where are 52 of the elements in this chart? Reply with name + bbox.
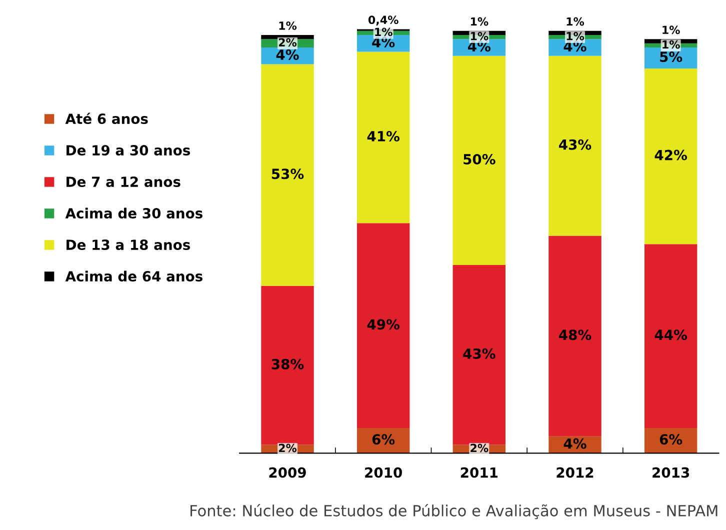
data-label: 4% (564, 438, 586, 449)
data-label: 50% (464, 154, 496, 164)
data-label: 1% (662, 40, 680, 49)
data-label: 6% (660, 434, 682, 445)
bar (548, 236, 602, 436)
data-label: 1% (470, 17, 488, 26)
bar (644, 244, 698, 428)
data-label: 2% (278, 444, 297, 452)
bar (261, 64, 314, 286)
data-label: 38% (272, 358, 304, 370)
data-label: 43% (558, 139, 592, 150)
data-label: 49% (367, 319, 400, 330)
data-label: 2% (470, 444, 488, 452)
x-tick-label: 2010 (365, 467, 402, 478)
legend-label: De 7 a 12 anos (66, 176, 180, 188)
legend-label: Acima de 30 anos (65, 208, 202, 219)
x-tick-label: 2009 (269, 467, 306, 478)
bar (548, 56, 602, 236)
bar (261, 286, 314, 445)
bar (356, 52, 410, 224)
x-tick-label: 2013 (652, 467, 690, 478)
data-label: 4% (372, 36, 395, 48)
data-label: 4% (468, 41, 491, 52)
data-label: 6% (372, 434, 395, 445)
data-label: 1% (566, 32, 584, 40)
legend-label: De 19 a 30 anos (66, 145, 190, 156)
source-note: Fonte: Núcleo de Estudos de Público e Avaliação em Museus - NEPAM (190, 504, 718, 520)
legend-label: Acima de 64 anos (65, 270, 202, 282)
x-tick-label: 2012 (556, 467, 594, 478)
data-label: 1% (375, 28, 392, 36)
legend-label: De 13 a 18 anos (66, 240, 190, 250)
data-label: 44% (654, 330, 688, 340)
data-label: 43% (463, 348, 496, 359)
data-label: 1% (662, 26, 680, 34)
data-label: 53% (272, 168, 304, 180)
data-label: 41% (367, 130, 400, 142)
bar (356, 223, 410, 428)
data-label: 5% (660, 52, 682, 62)
bar (452, 264, 506, 445)
legend-label: Até 6 anos (65, 112, 148, 124)
data-label: 42% (654, 150, 688, 160)
data-label: 1% (566, 17, 584, 26)
data-label: 1% (470, 32, 488, 40)
data-label: 4% (564, 41, 586, 52)
x-tick-label: 2011 (460, 467, 498, 478)
bar (644, 68, 698, 244)
data-label: 0,4% (368, 16, 398, 26)
data-label: 48% (558, 330, 592, 340)
data-label: 4% (276, 49, 299, 60)
data-label: 1% (279, 21, 297, 30)
data-label: 2% (278, 38, 297, 47)
bar (452, 56, 506, 265)
